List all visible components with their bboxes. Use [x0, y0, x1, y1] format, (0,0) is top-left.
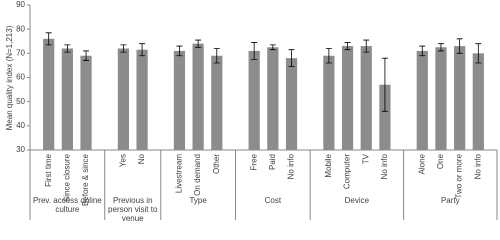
error-bar [83, 50, 90, 61]
bar [435, 47, 447, 150]
group-label: Device [344, 196, 370, 205]
bar [211, 55, 223, 150]
y-tick-label: 60 [16, 73, 25, 82]
x-tick-label: Paid [268, 154, 277, 170]
bar [61, 48, 73, 150]
bar [323, 55, 335, 150]
x-tick-label: Since closure [62, 153, 71, 202]
error-bar [213, 48, 220, 64]
error-bar [325, 48, 332, 64]
error-bar [45, 32, 52, 46]
error-bar [344, 42, 351, 51]
x-tick-label: No info [473, 153, 482, 179]
x-tick-label: No info [287, 153, 296, 179]
x-tick-label: TV [361, 153, 370, 164]
error-bar [381, 57, 388, 112]
y-tick-label: 70 [16, 48, 25, 57]
x-tick-label: First time [44, 153, 53, 186]
error-bar [120, 44, 127, 53]
x-tick-label: No info [380, 153, 389, 179]
error-bar [288, 49, 295, 68]
x-tick-label: Other [212, 154, 221, 174]
y-tick-label: 30 [16, 145, 25, 154]
bar [80, 55, 92, 150]
error-bar [195, 39, 202, 48]
error-bar [475, 43, 482, 64]
error-bar [456, 38, 463, 54]
x-tick-label: Yes [119, 154, 128, 167]
x-tick-label: Alone [417, 153, 426, 174]
chart: Mean quality index (N=1,213) 30 40 50 60 70 8… [5, 0, 498, 220]
bar [173, 50, 186, 150]
error-bar [419, 45, 426, 57]
bar [136, 49, 148, 151]
x-tick-label: No [137, 153, 146, 164]
bar [341, 46, 354, 151]
y-tick-label: 90 [16, 0, 25, 9]
bar [472, 53, 484, 151]
bar [43, 38, 55, 151]
x-tick-label: Mobile [324, 153, 333, 177]
y-axis-title: Mean quality index (N=1,213) [5, 25, 14, 130]
bar [117, 48, 130, 150]
bar [454, 46, 466, 151]
error-bar [139, 43, 146, 57]
bar [285, 58, 298, 150]
error-bar [269, 44, 276, 51]
error-bar [363, 39, 370, 53]
x-tick-label: Free [249, 153, 258, 170]
bar [267, 47, 279, 150]
bar [248, 50, 260, 150]
x-tick-label: Computer [343, 154, 352, 189]
group-label: Cost [264, 196, 282, 205]
x-tick-label: Two or more [455, 153, 464, 198]
error-bar [176, 45, 183, 57]
bar [192, 43, 204, 150]
error-bar [251, 42, 258, 60]
x-tick-label: Before & since [81, 153, 90, 206]
error-bar [437, 43, 444, 52]
y-tick-label: 40 [16, 121, 25, 130]
group-label: Prev. access online culture [32, 196, 102, 214]
y-tick-label: 50 [16, 97, 25, 106]
x-tick-label: One [436, 153, 445, 169]
error-bar [64, 44, 71, 53]
x-tick-label: On demand [193, 154, 202, 196]
bar [379, 84, 391, 150]
group-label: Type [189, 196, 207, 205]
y-tick-label: 80 [16, 24, 25, 33]
x-tick-label: Livestream [175, 154, 184, 193]
chart-container: Mean quality index (N=1,213) 30 40 50 60 70 8… [5, 0, 498, 223]
bar [360, 46, 372, 151]
group-label: Party [440, 196, 460, 205]
group-label: Previous in person visit to venue [108, 196, 158, 223]
bar [416, 50, 428, 150]
